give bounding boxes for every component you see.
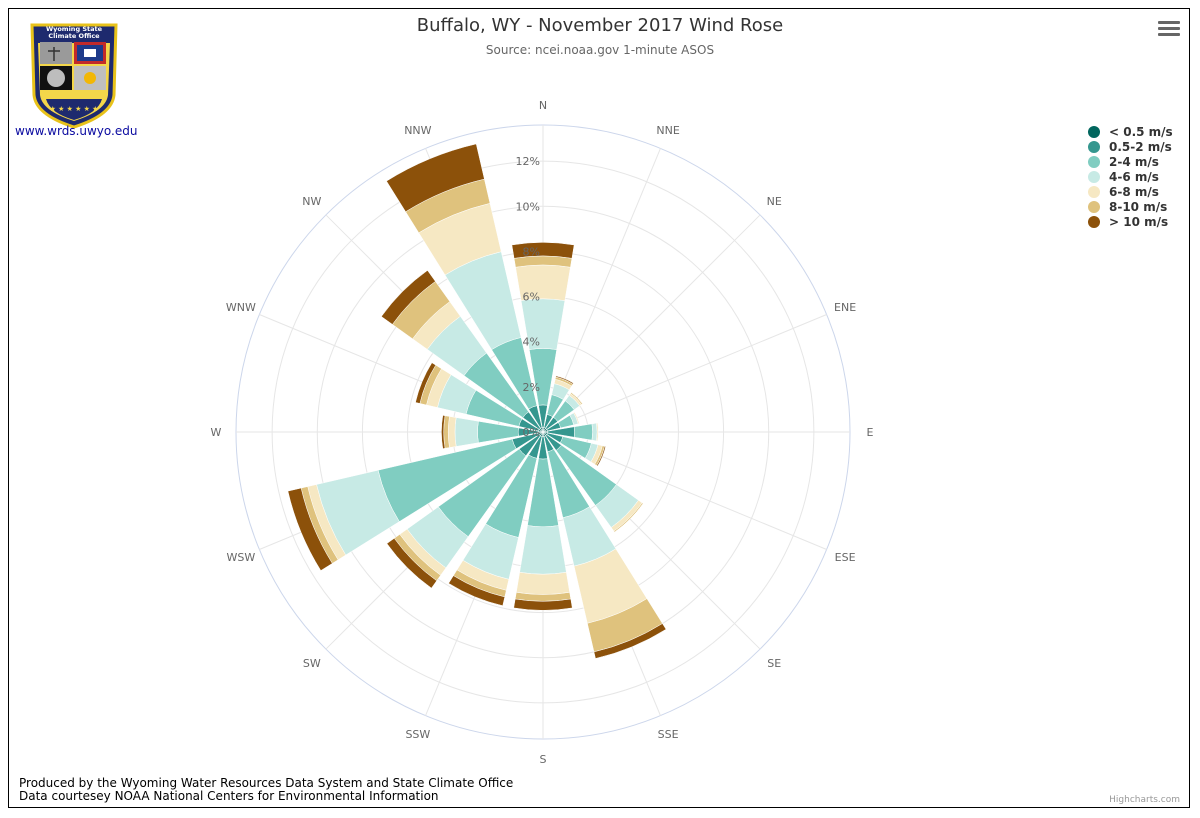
bar-wnw-segment[interactable] <box>415 362 437 404</box>
logo-text-line2: Climate Office <box>48 32 100 40</box>
radial-tick-label: 0% <box>523 426 540 439</box>
bar-n-segment[interactable] <box>511 242 575 259</box>
chart-frame <box>8 8 1190 808</box>
direction-label-sw: SW <box>303 657 321 670</box>
direction-label-sse: SSE <box>658 728 679 741</box>
bar-se-segment[interactable] <box>613 502 644 533</box>
bar-w-segment[interactable] <box>454 417 479 447</box>
bar-w-segment[interactable] <box>447 416 457 448</box>
legend-label: < 0.5 m/s <box>1109 124 1173 139</box>
bar-nw-segment[interactable] <box>381 270 436 325</box>
bar-s-segment[interactable] <box>516 571 570 595</box>
bar-e-segment[interactable] <box>591 422 598 442</box>
legend-item[interactable]: 6-8 m/s <box>1088 184 1173 199</box>
bar-sw-segment[interactable] <box>386 537 438 589</box>
chart-title: Buffalo, WY - November 2017 Wind Rose <box>416 15 784 36</box>
svg-text:★ ★ ★ ★ ★ ★: ★ ★ ★ ★ ★ ★ <box>50 105 99 113</box>
legend-marker-icon <box>1088 200 1100 213</box>
legend-item[interactable]: 8-10 m/s <box>1088 199 1173 214</box>
legend-label: > 10 m/s <box>1109 214 1169 229</box>
bar-nne-segment[interactable] <box>555 375 574 385</box>
legend-item[interactable]: 2-4 m/s <box>1088 154 1173 169</box>
bar-nnw-segment[interactable] <box>386 143 485 213</box>
direction-label-nne: NNE <box>656 124 679 137</box>
bar-s-segment[interactable] <box>519 525 567 575</box>
direction-label-e: E <box>867 426 874 439</box>
radial-tick-label: 12% <box>516 155 540 168</box>
legend-item[interactable]: > 10 m/s <box>1088 214 1173 229</box>
grid-spoke <box>542 214 761 433</box>
grid-spoke <box>542 314 827 433</box>
direction-label-ene: ENE <box>834 301 856 314</box>
wind-rose-bars <box>287 143 667 659</box>
hamburger-menu-icon[interactable] <box>1158 21 1180 39</box>
legend-item[interactable]: < 0.5 m/s <box>1088 124 1173 139</box>
bar-wsw-segment[interactable] <box>287 487 333 571</box>
radial-tick-label: 2% <box>523 381 540 394</box>
climate-office-logo[interactable]: Wyoming State Climate Office ★ ★ ★ ★ ★ ★ <box>28 17 120 129</box>
bar-ene-segment[interactable] <box>573 411 580 425</box>
bar-s-segment[interactable] <box>513 598 573 611</box>
legend-label: 6-8 m/s <box>1109 184 1159 199</box>
legend-marker-icon <box>1088 215 1100 228</box>
footer-line-2: Data courtesey NOAA National Centers for… <box>19 789 439 803</box>
direction-label-nnw: NNW <box>404 124 431 137</box>
legend-marker-icon <box>1088 155 1100 168</box>
direction-label-s: S <box>540 753 547 766</box>
radial-tick-label: 4% <box>523 336 540 349</box>
direction-label-wnw: WNW <box>226 301 256 314</box>
footer-line-1: Produced by the Wyoming Water Resources … <box>19 776 514 790</box>
radial-tick-label: 8% <box>523 245 540 258</box>
bar-ese-segment[interactable] <box>596 445 606 467</box>
footer-credits: Produced by the Wyoming Water Resources … <box>19 777 513 803</box>
legend: < 0.5 m/s 0.5-2 m/s 2-4 m/s 4-6 m/s 6-8 m/s 8… <box>1088 124 1173 229</box>
direction-label-ese: ESE <box>835 551 856 564</box>
legend-item[interactable]: 0.5-2 m/s <box>1088 139 1173 154</box>
legend-label: 4-6 m/s <box>1109 169 1159 184</box>
axis-labels: N NNE NE ENE E ESE SE SSE S SSW SW WSW W WNW NW NNW 0% 2%… <box>211 99 874 766</box>
direction-label-n: N <box>539 99 547 112</box>
chart-subtitle: Source: ncei.noaa.gov 1-minute ASOS <box>485 43 715 57</box>
legend-label: 2-4 m/s <box>1109 154 1159 169</box>
legend-marker-icon <box>1088 185 1100 198</box>
direction-label-se: SE <box>767 657 781 670</box>
bar-e-segment[interactable] <box>596 422 599 442</box>
direction-label-ssw: SSW <box>405 728 430 741</box>
bar-w-segment[interactable] <box>441 415 446 449</box>
legend-label: 8-10 m/s <box>1109 199 1168 214</box>
legend-marker-icon <box>1088 140 1100 153</box>
legend-marker-icon <box>1088 125 1100 138</box>
bar-ssw-segment[interactable] <box>448 575 506 607</box>
direction-label-nw: NW <box>302 195 321 208</box>
bar-ne-segment[interactable] <box>570 392 583 405</box>
bar-sse-segment[interactable] <box>593 623 667 659</box>
logo-text-line1: Wyoming State <box>46 25 103 33</box>
radial-tick-label: 6% <box>523 291 540 304</box>
direction-label-ne: NE <box>767 195 782 208</box>
radial-tick-label: 10% <box>516 200 540 213</box>
direction-label-wsw: WSW <box>227 551 256 564</box>
direction-label-w: W <box>211 426 222 439</box>
bar-e-segment[interactable] <box>573 423 593 441</box>
legend-item[interactable]: 4-6 m/s <box>1088 169 1173 184</box>
highcharts-credit-link[interactable]: Highcharts.com <box>1109 795 1180 805</box>
website-link[interactable]: www.wrds.uwyo.edu <box>15 124 138 138</box>
legend-label: 0.5-2 m/s <box>1109 139 1172 154</box>
legend-marker-icon <box>1088 170 1100 183</box>
